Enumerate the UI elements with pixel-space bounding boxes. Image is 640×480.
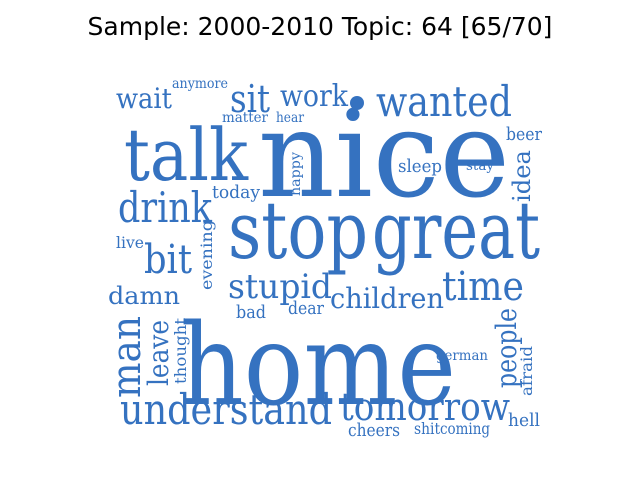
word-sit: sit (230, 77, 270, 121)
word-sleep: sleep (398, 156, 442, 177)
word-work: work (280, 79, 349, 114)
word-man: man (104, 316, 150, 398)
word-damn: damn (108, 282, 180, 310)
word-understand: understand (120, 385, 332, 434)
word-leave: leave (142, 320, 175, 386)
word-drink: drink (118, 183, 212, 232)
word-happy: happy (288, 152, 304, 196)
word-idea: idea (508, 150, 536, 202)
word-nice: nice (258, 86, 510, 225)
word-beer: beer (506, 124, 542, 145)
figure-title: Sample: 2000-2010 Topic: 64 [65/70] (87, 12, 553, 41)
word-bad: bad (236, 302, 266, 323)
word-matter: matter (222, 110, 268, 126)
word-children: children (330, 282, 444, 315)
word-bit: bit (144, 237, 192, 283)
word-dear: dear (288, 298, 324, 319)
word-thought: thought (171, 317, 190, 384)
word-shit: shit (414, 419, 440, 438)
word-live: live (116, 233, 144, 252)
word-wanted: wanted (376, 77, 512, 126)
word-great: great (372, 184, 540, 277)
word-tomorrow: tomorrow (340, 385, 510, 429)
word-cheers: cheers (348, 420, 400, 441)
word-afraid: afraid (517, 346, 536, 396)
word-talk: talk (124, 113, 249, 197)
word-anymore: anymore (172, 76, 228, 92)
word-stop: stop (228, 184, 368, 277)
word-stay: stay (466, 158, 494, 174)
word-hell: hell (508, 410, 540, 431)
word-people: people (490, 308, 523, 388)
word-hear: hear (276, 110, 304, 126)
word-german: german (436, 348, 488, 364)
word-time: time (442, 264, 524, 310)
word-dot (350, 96, 364, 110)
word-home: home (180, 301, 456, 431)
word-coming: coming (440, 419, 490, 438)
word-stupid: stupid (228, 267, 332, 307)
word-wait: wait (116, 82, 173, 115)
word-today: today (212, 182, 261, 203)
word-evening: evening (197, 220, 216, 290)
